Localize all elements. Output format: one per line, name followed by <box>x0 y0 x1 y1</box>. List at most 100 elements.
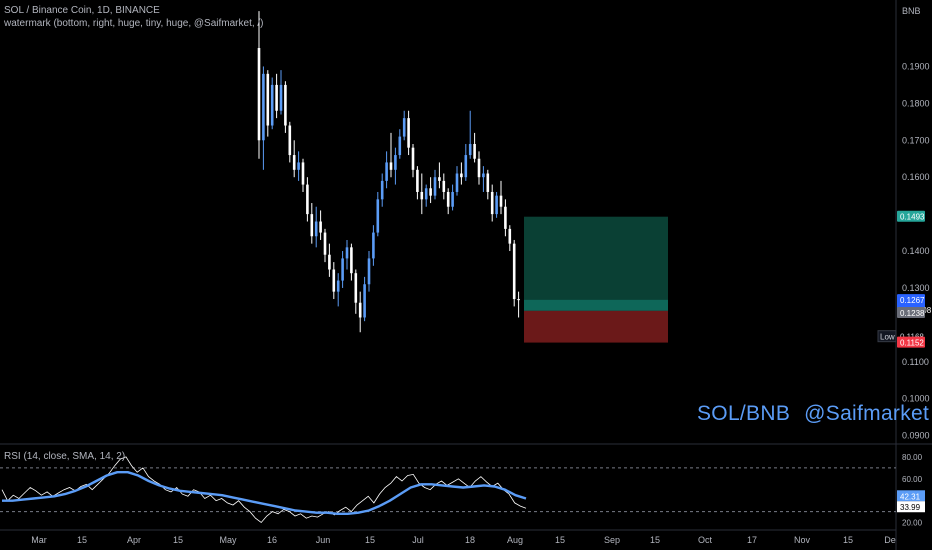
rsi-tick-label: 60.00 <box>902 475 923 484</box>
candle-body <box>468 143 472 156</box>
stop-price-tag: 0.1152 <box>900 339 924 348</box>
candle-body <box>297 162 300 170</box>
candle-body <box>341 258 344 281</box>
time-axis-label: Nov <box>794 535 811 545</box>
candle-body <box>262 73 265 141</box>
candle-body <box>323 232 327 255</box>
candle-body <box>389 162 393 170</box>
candle-body <box>416 169 419 192</box>
time-axis-label: Oct <box>698 535 713 545</box>
candle-body <box>420 191 424 200</box>
price-axis-tags: 0.14930.126710:20:080.12380.11680.1152Lo… <box>877 210 932 348</box>
candle-body <box>367 258 371 285</box>
long-position-tool[interactable] <box>524 216 668 343</box>
candle-body <box>284 84 287 126</box>
candle-body <box>288 125 292 156</box>
candle-body <box>490 191 494 215</box>
candle-body <box>446 191 450 207</box>
time-axis-label: Mar <box>31 535 47 545</box>
candle-body <box>275 84 278 111</box>
candle-body <box>350 247 353 274</box>
rsi-pane: 80.00 60.00 20.00 42.31 33.99 <box>0 453 925 528</box>
candle-body <box>292 155 296 170</box>
time-axis-label: May <box>219 535 237 545</box>
candle-body <box>310 214 314 237</box>
candle-body <box>376 199 380 233</box>
candle-body <box>358 302 362 318</box>
rsi-value-tag: 42.31 <box>900 492 921 501</box>
stop-zone <box>524 310 668 343</box>
time-axis-label: 15 <box>173 535 183 545</box>
low-marker-text: Low <box>880 333 895 342</box>
candle-body <box>433 177 437 196</box>
candle-body <box>508 228 512 244</box>
candle-body <box>473 143 476 159</box>
time-axis-label: Apr <box>127 535 141 545</box>
entry-price-tag-bg <box>897 307 925 319</box>
time-axis-label: 15 <box>77 535 87 545</box>
price-tick-label: 0.1300 <box>902 283 930 293</box>
time-axis-label: 18 <box>465 535 475 545</box>
candle-body <box>266 73 270 126</box>
candle-body <box>385 162 388 181</box>
entry-band <box>524 299 668 311</box>
target-price-tag: 0.1493 <box>900 213 925 222</box>
time-axis-label: Aug <box>507 535 523 545</box>
time-axis-label: Sep <box>604 535 620 545</box>
rsi-ma-value-tag: 33.99 <box>900 503 921 512</box>
candle-body <box>429 188 432 196</box>
price-tick-label: 0.1700 <box>902 135 930 145</box>
candle-body <box>442 180 446 192</box>
candle-body <box>451 191 454 207</box>
candle-body <box>424 188 428 200</box>
candle-body <box>380 180 384 200</box>
candle-body <box>336 280 340 292</box>
candle-body <box>270 84 274 126</box>
candle-body <box>279 84 283 111</box>
watermark-handle: @Saifmarket <box>804 402 930 425</box>
candle-body <box>372 232 375 259</box>
candle-body <box>512 243 516 300</box>
rsi-tick-label: 80.00 <box>902 453 923 462</box>
candle-body <box>411 147 415 170</box>
target-zone <box>524 216 668 311</box>
candle-body <box>455 173 459 192</box>
candle-body <box>460 173 463 178</box>
candle-body <box>314 221 318 237</box>
price-tick-label: 0.1000 <box>902 394 930 404</box>
rsi-ma-value-tag-bg <box>897 501 925 513</box>
price-tick-label: 0.1400 <box>902 246 930 256</box>
candle-body <box>354 273 358 303</box>
rsi-value-tag-bg <box>897 490 925 502</box>
time-axis-label: Jun <box>316 535 331 545</box>
time-axis-label: 17 <box>747 535 757 545</box>
candle-body <box>482 173 485 178</box>
time-axis-label: 15 <box>365 535 375 545</box>
candle-body <box>257 47 261 141</box>
indicator-legend[interactable]: watermark (bottom, right, huge, tiny, hu… <box>4 18 264 29</box>
rsi-line <box>1 456 527 524</box>
candle-body <box>504 206 507 229</box>
time-axis-label: 15 <box>555 535 565 545</box>
time-axis: Mar 15 Apr 15 May 16 Jun 15 Jul 18 Aug 15 Sep 15 Oct 17… <box>31 535 896 545</box>
low-marker-bg <box>877 330 897 343</box>
candle-body <box>407 118 410 148</box>
watermark: SOL/BNB @Saifmarket <box>697 402 929 426</box>
candle-body <box>477 158 481 178</box>
candlestick-series <box>257 11 520 333</box>
price-tick-label: 0.1100 <box>902 357 929 367</box>
candle-body <box>345 247 349 259</box>
candle-body <box>402 118 406 137</box>
rsi-tick-label: 20.00 <box>902 519 923 528</box>
chart-title: SOL / Binance Coin, 1D, BINANCE <box>4 5 160 16</box>
candle-body <box>306 184 309 215</box>
rsi-ma-line <box>2 471 527 515</box>
candle-body <box>438 177 441 181</box>
candle-body <box>319 221 322 233</box>
time-axis-label: De <box>884 535 896 545</box>
candle-body <box>517 299 520 301</box>
rsi-legend[interactable]: RSI (14, close, SMA, 14, 2) <box>4 451 126 462</box>
candle-body <box>328 254 331 270</box>
candle-body <box>486 173 490 192</box>
